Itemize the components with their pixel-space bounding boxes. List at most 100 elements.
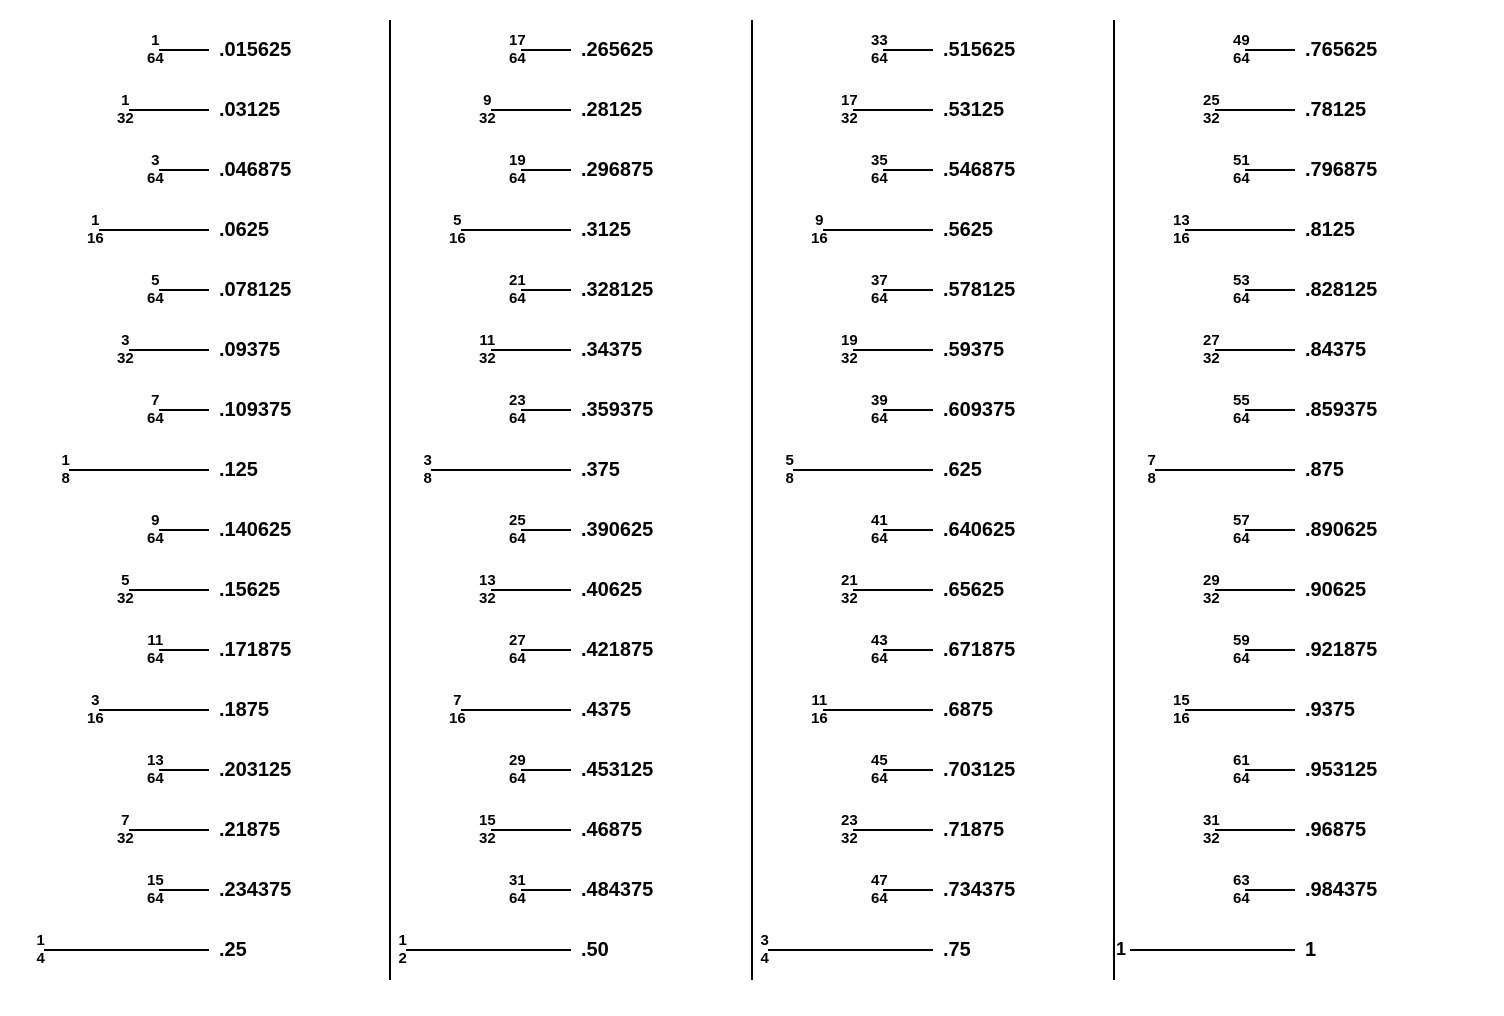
denominator: 64 bbox=[509, 290, 526, 308]
fraction-area: 2964 bbox=[401, 769, 571, 771]
fraction-row: 4364.671875 bbox=[763, 620, 1103, 680]
fraction-area: 1316 bbox=[1125, 229, 1295, 231]
decimal-value: .171875 bbox=[219, 639, 291, 662]
numerator: 55 bbox=[1233, 393, 1250, 411]
fraction-row: 1764.265625 bbox=[401, 20, 741, 80]
denominator: 64 bbox=[147, 650, 164, 668]
denominator: 8 bbox=[786, 470, 794, 488]
fraction-area: 132 bbox=[39, 109, 209, 111]
fraction: 2132 bbox=[841, 573, 858, 608]
fraction-area: 2532 bbox=[1125, 109, 1295, 111]
decimal-value: .765625 bbox=[1305, 39, 1377, 62]
fraction-line bbox=[1245, 529, 1295, 531]
numerator: 21 bbox=[841, 573, 858, 591]
fraction-row: 5364.828125 bbox=[1125, 260, 1465, 320]
fraction: 2332 bbox=[841, 813, 858, 848]
numerator: 7 bbox=[121, 813, 129, 831]
denominator: 32 bbox=[479, 350, 496, 368]
denominator: 32 bbox=[1203, 350, 1220, 368]
fraction: 4764 bbox=[871, 873, 888, 908]
fraction-row: 1532.46875 bbox=[401, 800, 741, 860]
fraction: 364 bbox=[147, 153, 164, 188]
numerator: 9 bbox=[483, 93, 491, 111]
fraction: 532 bbox=[117, 573, 134, 608]
fraction-line bbox=[159, 649, 209, 651]
fraction-row: 2732.84375 bbox=[1125, 320, 1465, 380]
decimal-value: .890625 bbox=[1305, 519, 1377, 542]
fraction: 18 bbox=[62, 453, 70, 488]
denominator: 16 bbox=[811, 230, 828, 248]
fraction-area: 316 bbox=[39, 709, 209, 711]
numerator: 1 bbox=[62, 453, 70, 471]
decimal-value: .859375 bbox=[1305, 399, 1377, 422]
denominator: 64 bbox=[147, 770, 164, 788]
fraction: 2932 bbox=[1203, 573, 1220, 608]
fraction-row: 1964.296875 bbox=[401, 140, 741, 200]
fraction-row: 132.03125 bbox=[39, 80, 379, 140]
decimal-value: .234375 bbox=[219, 879, 291, 902]
denominator: 64 bbox=[509, 50, 526, 68]
fraction-area: 3764 bbox=[763, 289, 933, 291]
denominator: 64 bbox=[509, 170, 526, 188]
fraction-row: 5764 .890625 bbox=[1125, 500, 1465, 560]
decimal-value: .515625 bbox=[943, 39, 1015, 62]
fraction-area: 5764 bbox=[1125, 529, 1295, 531]
fraction-line bbox=[1245, 49, 1295, 51]
decimal-value: .59375 bbox=[943, 339, 1004, 362]
fraction-area: 6164 bbox=[1125, 769, 1295, 771]
fraction-line bbox=[159, 289, 209, 291]
denominator: 64 bbox=[509, 530, 526, 548]
denominator: 64 bbox=[1233, 650, 1250, 668]
fraction-line bbox=[129, 589, 209, 591]
numerator: 5 bbox=[453, 213, 461, 231]
fraction-line bbox=[491, 829, 571, 831]
fraction-line bbox=[1215, 109, 1295, 111]
fraction-row: 2332.71875 bbox=[763, 800, 1103, 860]
numerator: 29 bbox=[509, 753, 526, 771]
numerator: 47 bbox=[871, 873, 888, 891]
fraction-area: 732 bbox=[39, 829, 209, 831]
fraction: 1732 bbox=[841, 93, 858, 128]
fraction-line bbox=[1245, 169, 1295, 171]
fraction-line bbox=[461, 709, 571, 711]
numerator: 11 bbox=[479, 333, 495, 351]
decimal-value: .390625 bbox=[581, 519, 653, 542]
fraction-area: 2164 bbox=[401, 289, 571, 291]
denominator: 32 bbox=[1203, 110, 1220, 128]
fraction-row: 78.875 bbox=[1125, 440, 1465, 500]
fraction-line bbox=[491, 589, 571, 591]
numerator: 25 bbox=[1203, 93, 1220, 111]
fraction-area: 6364 bbox=[1125, 889, 1295, 891]
numerator: 3 bbox=[424, 453, 432, 471]
numerator: 15 bbox=[1173, 693, 1190, 711]
fraction-area: 1516 bbox=[1125, 709, 1295, 711]
fraction-row: 1116.6875 bbox=[763, 680, 1103, 740]
fraction-decimal-chart: 164.015625132.03125364.046875116.0625564… bbox=[10, 20, 1494, 980]
denominator: 32 bbox=[1203, 830, 1220, 848]
fraction-row: 2764.421875 bbox=[401, 620, 741, 680]
denominator: 64 bbox=[509, 650, 526, 668]
fraction-row: 6164.953125 bbox=[1125, 740, 1465, 800]
decimal-value: .0625 bbox=[219, 219, 269, 242]
fraction-line bbox=[768, 949, 933, 951]
fraction-area: 1116 bbox=[763, 709, 933, 711]
fraction-area: 364 bbox=[39, 169, 209, 171]
fraction-row: 116.0625 bbox=[39, 200, 379, 260]
fraction-line bbox=[521, 49, 571, 51]
decimal-value: .21875 bbox=[219, 819, 280, 842]
fraction: 78 bbox=[1148, 453, 1156, 488]
fraction: 1316 bbox=[1173, 213, 1190, 248]
numerator: 17 bbox=[509, 33, 526, 51]
numerator: 31 bbox=[509, 873, 526, 891]
fraction-line bbox=[129, 109, 209, 111]
fraction-area: 2564 bbox=[401, 529, 571, 531]
decimal-value: .90625 bbox=[1305, 579, 1366, 602]
numerator: 15 bbox=[479, 813, 496, 831]
numerator: 41 bbox=[871, 513, 888, 531]
denominator: 32 bbox=[841, 590, 858, 608]
fraction: 5764 bbox=[1233, 513, 1250, 548]
fraction-area: 3164 bbox=[401, 889, 571, 891]
fraction-row: 1732.53125 bbox=[763, 80, 1103, 140]
fraction: 5964 bbox=[1233, 633, 1250, 668]
fraction: 12 bbox=[399, 933, 407, 968]
